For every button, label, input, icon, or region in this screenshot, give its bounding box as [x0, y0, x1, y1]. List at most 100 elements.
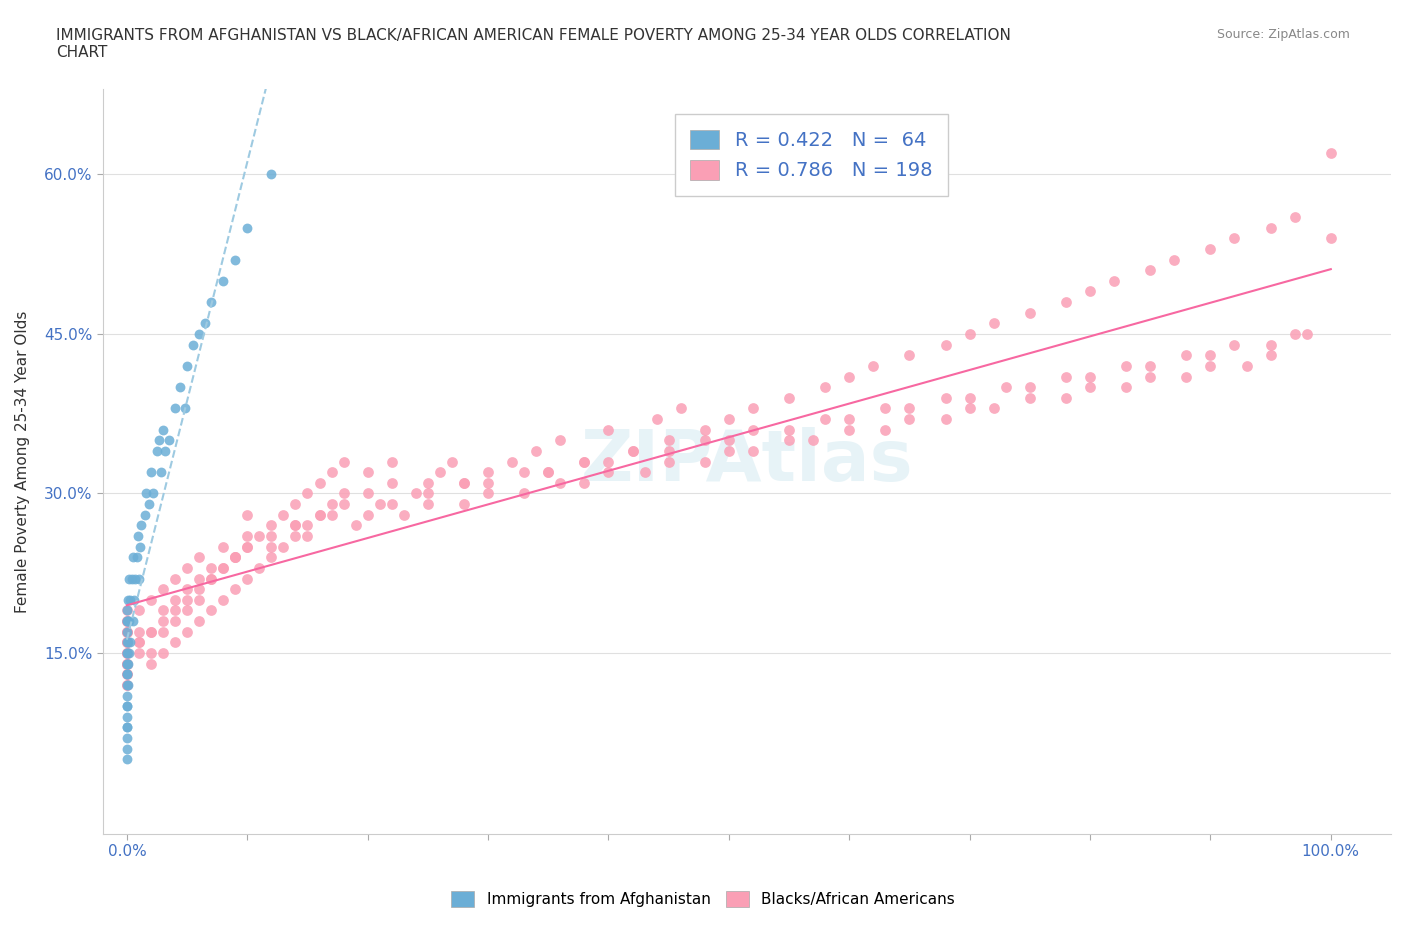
Point	[115, 720, 138, 735]
Legend: R = 0.422   N =  64, R = 0.786   N = 198: R = 0.422 N = 64, R = 0.786 N = 198	[675, 114, 948, 196]
Point	[959, 401, 981, 416]
Point	[115, 698, 138, 713]
Point	[212, 539, 235, 554]
Point	[152, 614, 174, 629]
Point	[1284, 209, 1306, 224]
Point	[115, 657, 138, 671]
Point	[122, 550, 145, 565]
Point	[152, 582, 174, 597]
Point	[200, 571, 222, 586]
Point	[115, 710, 138, 724]
Point	[1223, 338, 1246, 352]
Point	[983, 401, 1005, 416]
Point	[115, 603, 138, 618]
Point	[115, 624, 138, 639]
Point	[814, 412, 837, 427]
Point	[381, 497, 404, 512]
Point	[405, 486, 427, 501]
Point	[598, 422, 620, 437]
Point	[115, 624, 138, 639]
Point	[117, 635, 139, 650]
Point	[115, 657, 138, 671]
Point	[332, 486, 354, 501]
Point	[115, 667, 138, 682]
Point	[440, 454, 463, 469]
Point	[247, 528, 270, 543]
Point	[173, 401, 195, 416]
Point	[1078, 379, 1101, 394]
Point	[645, 412, 668, 427]
Point	[742, 422, 765, 437]
Point	[115, 667, 138, 682]
Point	[260, 539, 283, 554]
Point	[152, 422, 174, 437]
Point	[1320, 231, 1343, 246]
Point	[1018, 391, 1040, 405]
Point	[212, 561, 235, 576]
Point	[1163, 252, 1185, 267]
Point	[115, 614, 138, 629]
Point	[308, 508, 330, 523]
Point	[838, 422, 860, 437]
Point	[260, 528, 283, 543]
Point	[224, 550, 246, 565]
Point	[368, 497, 391, 512]
Point	[129, 539, 152, 554]
Point	[633, 465, 655, 480]
Text: Source: ZipAtlas.com: Source: ZipAtlas.com	[1216, 28, 1350, 41]
Point	[124, 571, 146, 586]
Point	[200, 603, 222, 618]
Point	[501, 454, 523, 469]
Point	[1236, 358, 1258, 373]
Point	[959, 326, 981, 341]
Point	[1139, 263, 1161, 278]
Point	[115, 645, 138, 660]
Point	[297, 486, 319, 501]
Point	[139, 645, 162, 660]
Point	[115, 635, 138, 650]
Point	[717, 432, 740, 447]
Point	[115, 614, 138, 629]
Point	[128, 603, 150, 618]
Point	[118, 571, 141, 586]
Point	[477, 465, 499, 480]
Point	[778, 422, 800, 437]
Point	[176, 358, 198, 373]
Point	[115, 614, 138, 629]
Point	[308, 475, 330, 490]
Point	[477, 475, 499, 490]
Point	[188, 550, 211, 565]
Point	[1078, 369, 1101, 384]
Point	[1284, 326, 1306, 341]
Point	[115, 720, 138, 735]
Point	[134, 508, 156, 523]
Point	[148, 432, 170, 447]
Point	[321, 465, 343, 480]
Text: ZIPAtlas: ZIPAtlas	[581, 427, 914, 496]
Point	[898, 348, 921, 363]
Point	[115, 635, 138, 650]
Point	[115, 603, 138, 618]
Point	[598, 465, 620, 480]
Point	[453, 475, 475, 490]
Point	[163, 592, 186, 607]
Point	[115, 624, 138, 639]
Point	[898, 401, 921, 416]
Point	[176, 592, 198, 607]
Point	[157, 432, 180, 447]
Point	[1175, 369, 1198, 384]
Point	[152, 645, 174, 660]
Point	[550, 432, 572, 447]
Point	[297, 528, 319, 543]
Point	[127, 528, 149, 543]
Point	[574, 454, 596, 469]
Point	[658, 454, 681, 469]
Point	[115, 677, 138, 692]
Point	[1199, 348, 1222, 363]
Point	[128, 571, 150, 586]
Point	[122, 614, 145, 629]
Point	[658, 444, 681, 458]
Point	[188, 582, 211, 597]
Point	[176, 624, 198, 639]
Point	[935, 412, 957, 427]
